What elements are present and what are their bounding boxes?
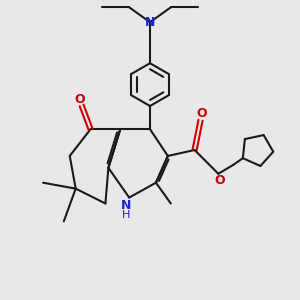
Text: O: O (75, 93, 86, 106)
Text: H: H (122, 210, 130, 220)
Text: N: N (145, 16, 155, 29)
Text: O: O (214, 174, 225, 187)
Text: O: O (197, 107, 207, 120)
Text: N: N (121, 200, 131, 212)
